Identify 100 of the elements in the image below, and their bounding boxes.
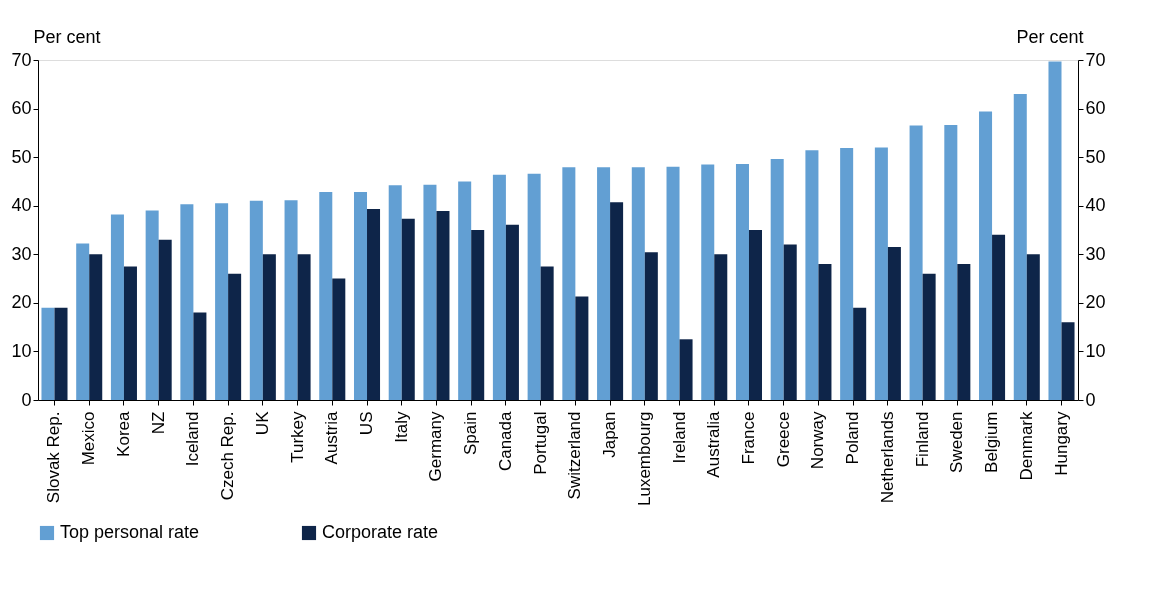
bar <box>89 254 103 400</box>
bar <box>887 247 901 400</box>
bar <box>944 125 958 400</box>
x-tick-label: Greece <box>773 411 793 468</box>
bar <box>319 192 333 400</box>
bar <box>748 230 763 400</box>
bar <box>388 185 402 400</box>
x-tick-label: Czech Rep. <box>218 411 238 501</box>
x-tick-label: Iceland <box>183 411 203 467</box>
bar <box>332 278 346 400</box>
bar <box>853 307 867 400</box>
bar <box>215 203 229 400</box>
bar <box>423 184 437 400</box>
bar <box>41 307 55 400</box>
y-tick-label: 60 <box>11 98 32 119</box>
x-tick-label: Netherlands <box>877 411 897 504</box>
x-tick-label: Canada <box>495 410 515 472</box>
bar <box>1026 254 1040 400</box>
bar <box>540 266 554 400</box>
x-tick-label: Finland <box>912 411 932 468</box>
bar <box>735 163 749 400</box>
bar <box>458 181 472 400</box>
y2-tick-label: 20 <box>1085 292 1106 313</box>
y2-tick-label: 70 <box>1085 49 1106 70</box>
x-tick-label: Japan <box>600 411 620 458</box>
x-tick-label: Hungary <box>1051 411 1071 476</box>
bar <box>979 111 993 400</box>
x-tick-label: US <box>357 411 377 436</box>
bar <box>180 204 194 400</box>
x-tick-label: Turkey <box>287 411 307 463</box>
y2-tick-label: 10 <box>1085 340 1106 361</box>
x-tick-label: Luxembourg <box>634 411 654 507</box>
bar <box>436 211 450 400</box>
bar <box>644 252 658 400</box>
bar <box>158 239 172 400</box>
legend-label: Top personal rate <box>60 522 200 542</box>
bar <box>818 264 832 400</box>
bar <box>957 264 971 400</box>
bar <box>597 167 611 400</box>
bar <box>527 173 541 400</box>
x-tick-label: Korea <box>113 410 133 457</box>
bar <box>631 167 645 400</box>
x-tick-label: Poland <box>843 411 863 465</box>
x-tick-label: Switzerland <box>565 411 585 500</box>
bar <box>54 307 68 400</box>
bar <box>123 266 137 400</box>
x-tick-label: Ireland <box>669 411 689 464</box>
bar <box>805 150 819 400</box>
y-tick-label: 20 <box>11 292 32 313</box>
bar <box>76 243 90 400</box>
bar <box>193 312 207 400</box>
y-tick-label: 50 <box>11 146 32 167</box>
bar <box>1061 322 1075 400</box>
y-tick-label: 10 <box>11 340 32 361</box>
y2-tick-label: 30 <box>1085 243 1106 264</box>
x-tick-label: NZ <box>148 411 168 435</box>
bar <box>575 296 589 400</box>
bar <box>110 214 124 400</box>
bar <box>770 159 784 400</box>
x-tick-label: Portugal <box>530 411 550 475</box>
bar <box>701 164 715 400</box>
x-tick-label: Sweden <box>947 411 967 473</box>
bar <box>492 174 506 400</box>
x-tick-label: France <box>738 411 758 465</box>
bar <box>666 166 680 400</box>
x-tick-label: Norway <box>808 411 828 470</box>
bar <box>840 147 854 400</box>
bar <box>401 218 415 400</box>
bar <box>610 202 624 400</box>
y2-tick-label: 40 <box>1085 195 1106 216</box>
bar <box>297 254 311 400</box>
x-tick-label: Austria <box>322 410 342 465</box>
bar <box>562 167 576 400</box>
x-tick-label: Belgium <box>982 411 1002 473</box>
x-tick-label: Australia <box>704 410 724 478</box>
x-tick-label: Slovak Rep. <box>44 411 64 504</box>
x-tick-label: Italy <box>391 411 411 443</box>
bar <box>909 125 923 400</box>
x-tick-label: UK <box>252 410 272 436</box>
bar <box>367 209 381 400</box>
bar <box>249 200 263 400</box>
legend-label: Corporate rate <box>322 522 439 542</box>
bar <box>783 244 797 400</box>
bar <box>1013 94 1027 400</box>
bar <box>1048 61 1062 400</box>
x-tick-label: Germany <box>426 411 446 482</box>
y2-tick-label: 50 <box>1085 146 1106 167</box>
bar <box>262 254 276 400</box>
bar <box>679 339 693 400</box>
bar <box>922 273 936 400</box>
y-tick-label: 70 <box>11 49 32 70</box>
bar <box>228 273 242 400</box>
bar <box>874 147 888 400</box>
bar <box>505 224 519 400</box>
y2-tick-label: 0 <box>1085 389 1096 410</box>
y-tick-label: 0 <box>21 389 32 410</box>
bar <box>471 230 485 400</box>
bar <box>284 200 298 400</box>
y2-axis-title: Per cent <box>1016 26 1084 47</box>
x-tick-label: Mexico <box>79 411 99 466</box>
